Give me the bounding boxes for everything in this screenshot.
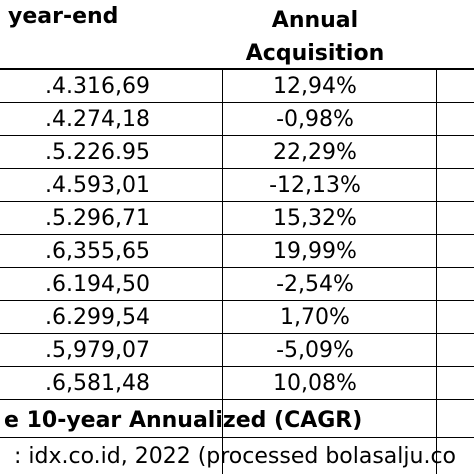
cell-annual-acquisition: 1,70% (280, 305, 350, 330)
cell-annual-acquisition: -5,09% (276, 338, 354, 363)
cell-year-end: .6.194,50 (45, 272, 150, 297)
source-note: : idx.co.id, 2022 (processed bolasalju.c… (0, 440, 474, 474)
cell-year-end: .6.299,54 (45, 305, 150, 330)
table-row: .5,979,07 -5,09% (0, 334, 474, 367)
cell-annual-acquisition: 15,32% (273, 206, 357, 231)
table-row: .6.194,50 -2,54% (0, 268, 474, 301)
header-annual-line2: Acquisition (245, 41, 385, 66)
cell-annual-acquisition: -12,13% (269, 173, 361, 198)
cell-year-end: .4.316,69 (45, 74, 150, 99)
cell-annual-acquisition: -2,54% (276, 272, 354, 297)
cell-annual-acquisition: 10,08% (273, 371, 357, 396)
cell-year-end: .5.226.95 (45, 140, 150, 165)
source-text: : idx.co.id, 2022 (processed bolasalju.c… (14, 444, 456, 469)
cagr-row: e 10-year Annualized (CAGR) (0, 404, 474, 438)
table-row: .6,355,65 19,99% (0, 235, 474, 268)
table-body: .4.316,69 12,94% .4.274,18 -0,98% .5.226… (0, 70, 474, 474)
cell-annual-acquisition: -0,98% (276, 107, 354, 132)
header-divider (0, 68, 474, 70)
cell-year-end: .4.274,18 (45, 107, 150, 132)
cell-year-end: .5.296,71 (45, 206, 150, 231)
cell-annual-acquisition: 19,99% (273, 239, 357, 264)
table-row: .6,581,48 10,08% (0, 367, 474, 400)
column-divider-left (222, 70, 223, 474)
table-row: .6.299,54 1,70% (0, 301, 474, 334)
header-annual-line1: Annual (271, 8, 359, 33)
cell-year-end: .6,581,48 (45, 371, 150, 396)
table-row: .4.316,69 12,94% (0, 70, 474, 103)
table-row: .5.226.95 22,29% (0, 136, 474, 169)
cell-year-end: .6,355,65 (45, 239, 150, 264)
cell-year-end: .4.593,01 (45, 173, 150, 198)
cell-year-end: .5,979,07 (45, 338, 150, 363)
table-row: .4.274,18 -0,98% (0, 103, 474, 136)
cell-annual-acquisition: 12,94% (273, 74, 357, 99)
column-divider-right (436, 70, 437, 474)
table-header: year-end Annual Acquisition (0, 0, 474, 70)
header-annual-acquisition: Annual Acquisition (230, 4, 400, 70)
table-row: .4.593,01 -12,13% (0, 169, 474, 202)
header-year-end: year-end (8, 4, 119, 29)
cagr-label: e 10-year Annualized (CAGR) (4, 408, 363, 433)
table-row: .5.296,71 15,32% (0, 202, 474, 235)
cell-annual-acquisition: 22,29% (273, 140, 357, 165)
